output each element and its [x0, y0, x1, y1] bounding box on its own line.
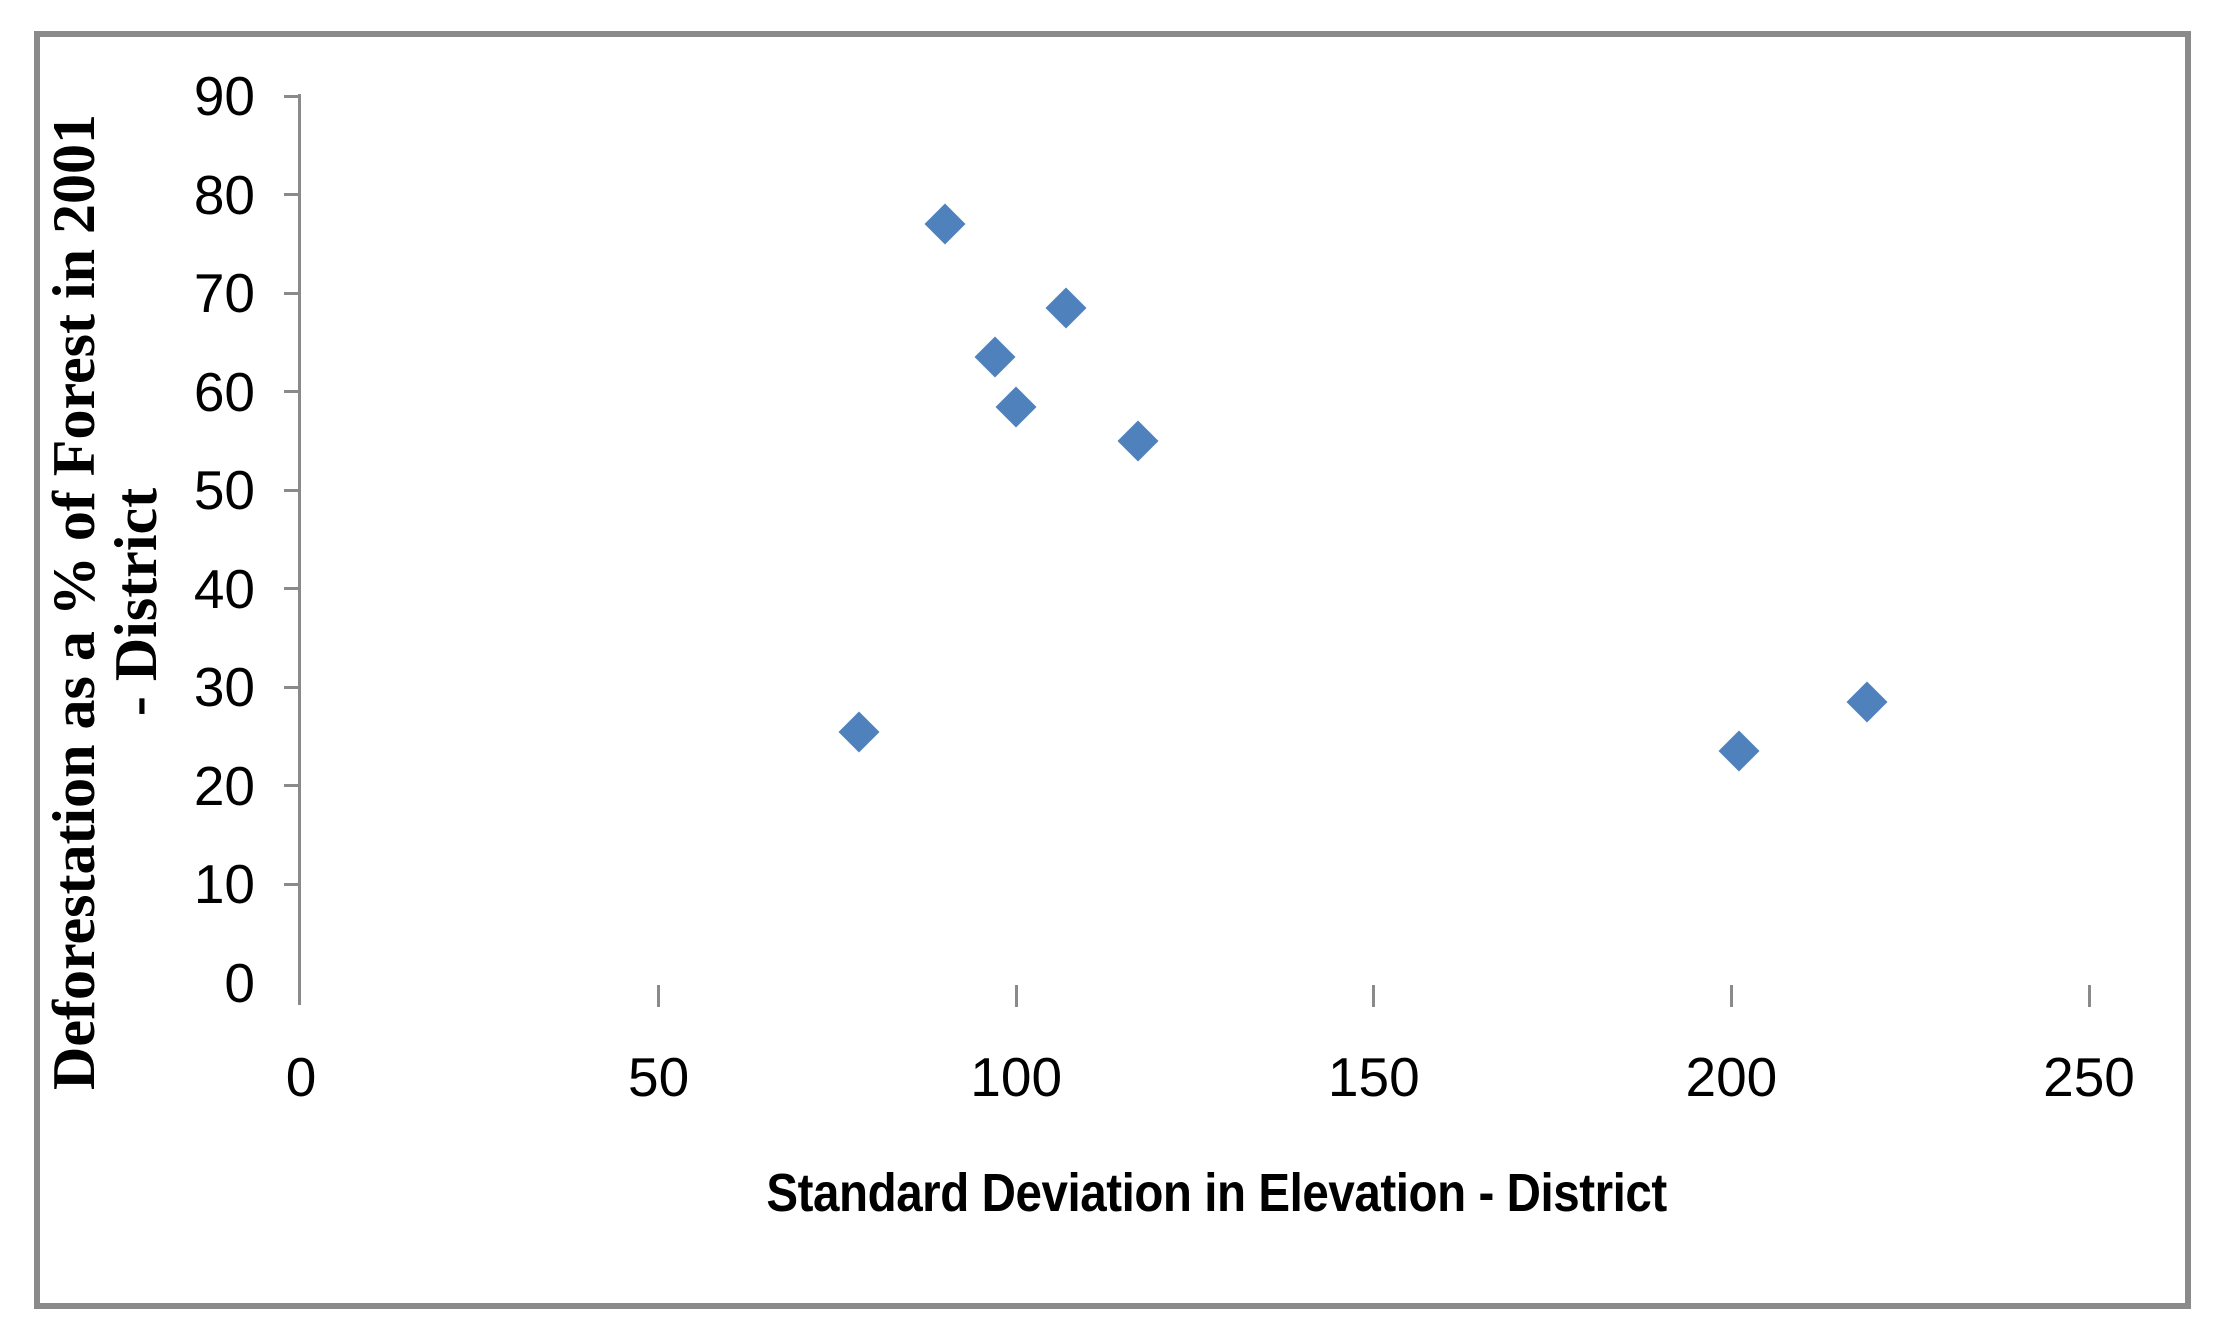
- y-axis-tick-label-50: 50: [193, 459, 255, 522]
- x-axis-tick-50: [657, 985, 661, 1007]
- x-axis-tick-150: [1372, 985, 1376, 1007]
- y-axis-tick-label-0: 0: [224, 952, 255, 1014]
- y-axis-title: Deforestation as a % of Forest in 2001 -…: [41, 102, 169, 1102]
- y-axis-tick-label-30: 30: [193, 656, 255, 719]
- y-axis-tick-10: [284, 882, 301, 886]
- x-axis-tick-250: [2087, 985, 2091, 1007]
- y-axis-tick-50: [284, 488, 301, 492]
- x-axis-title-text: Standard Deviation in Elevation - Distri…: [766, 1163, 1667, 1223]
- x-axis-tick-label-200: 200: [1685, 1046, 1778, 1108]
- x-axis-title: Standard Deviation in Elevation - Distri…: [705, 1161, 1705, 1225]
- y-axis-tick-90: [284, 94, 301, 98]
- y-axis-tick-label-20: 20: [193, 754, 255, 817]
- y-axis-tick-30: [284, 685, 301, 689]
- x-axis-tick-100: [1014, 985, 1018, 1007]
- y-axis-line: [298, 94, 301, 1005]
- y-axis-tick-label-60: 60: [193, 360, 255, 423]
- y-axis-tick-label-80: 80: [193, 163, 255, 226]
- x-axis-tick-label-150: 150: [1327, 1046, 1420, 1108]
- y-axis-tick-label-10: 10: [193, 853, 255, 916]
- x-axis-tick-label-100: 100: [970, 1046, 1063, 1108]
- chart-border: [34, 31, 2191, 1309]
- y-axis-tick-60: [284, 390, 301, 394]
- y-axis-tick-label-90: 90: [193, 65, 255, 128]
- x-axis-tick-label-250: 250: [2043, 1046, 2135, 1108]
- y-axis-tick-70: [284, 291, 301, 295]
- y-axis-title-line-2: - District: [103, 487, 169, 717]
- y-axis-tick-label-70: 70: [193, 262, 255, 325]
- x-axis-tick-200: [1729, 985, 1733, 1007]
- y-axis-tick-40: [284, 587, 301, 591]
- x-axis-tick-label-0: 0: [285, 1046, 317, 1108]
- y-axis-title-line-1: Deforestation as a % of Forest in 2001: [41, 114, 107, 1090]
- y-axis-tick-20: [284, 784, 301, 788]
- x-axis-tick-label-50: 50: [628, 1046, 690, 1108]
- y-axis-tick-80: [284, 193, 301, 197]
- y-axis-tick-label-40: 40: [193, 557, 255, 620]
